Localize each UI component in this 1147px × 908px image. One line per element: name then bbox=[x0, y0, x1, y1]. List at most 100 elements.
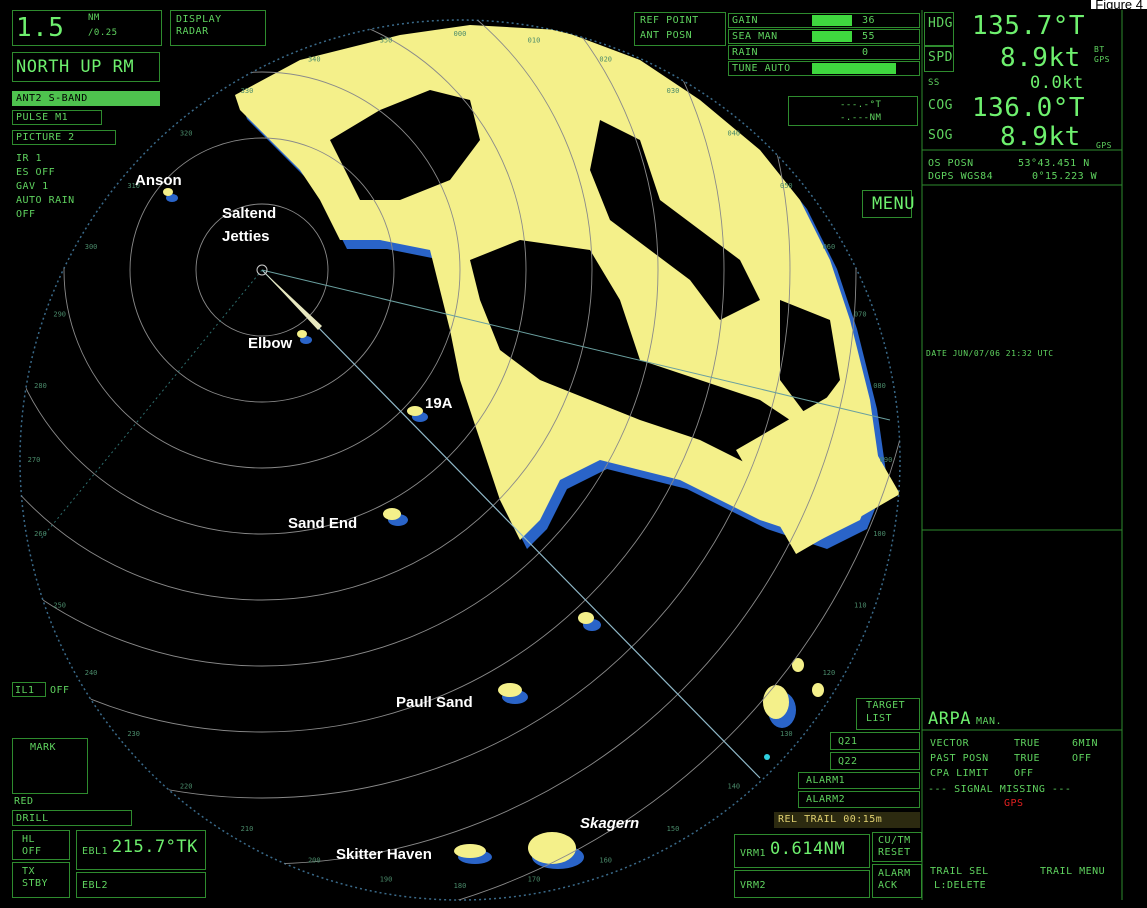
hl-box[interactable] bbox=[12, 830, 70, 860]
tx-state: STBY bbox=[22, 878, 49, 889]
range-ring bbox=[20, 20, 527, 535]
vrm1: VRM1 bbox=[740, 848, 767, 859]
bearing-label: 180 bbox=[454, 882, 467, 890]
vrm1-value: 0.614NM bbox=[770, 839, 846, 859]
alarm2-box[interactable] bbox=[798, 791, 920, 808]
bearing-label: 210 bbox=[241, 825, 254, 833]
tx-box[interactable] bbox=[12, 862, 70, 898]
ref-point: ANT POSN bbox=[640, 30, 693, 41]
menu[interactable]: MENU bbox=[872, 194, 915, 214]
target-list: TARGET bbox=[866, 700, 906, 711]
bearing-label: 190 bbox=[380, 876, 393, 884]
annotation: Elbow bbox=[248, 335, 293, 352]
own-ship bbox=[256, 264, 268, 276]
hdg-label: HDG bbox=[928, 16, 953, 31]
alarm2: ALARM2 bbox=[806, 794, 846, 805]
il-box[interactable] bbox=[12, 682, 46, 697]
rel-trail[interactable]: REL TRAIL 00:15m bbox=[774, 812, 920, 828]
alarm-ack-box[interactable] bbox=[872, 864, 922, 898]
vrm1-box[interactable] bbox=[734, 834, 870, 868]
display-mode: RADAR bbox=[176, 26, 209, 37]
bearing-label: 340 bbox=[308, 56, 321, 64]
longitude: 0°15.223 W bbox=[1032, 171, 1098, 182]
ebl2: EBL2 bbox=[82, 880, 109, 891]
bearing-label: 160 bbox=[599, 856, 612, 864]
picture-box[interactable] bbox=[12, 130, 116, 145]
bearing-label: 320 bbox=[180, 130, 193, 138]
water bbox=[470, 240, 800, 470]
targets bbox=[163, 188, 824, 864]
date: DATE JUN/07/06 21:32 UTC bbox=[926, 349, 1054, 358]
trail-sel[interactable]: L:DELETE bbox=[934, 880, 987, 891]
annotation: Saltend bbox=[222, 205, 277, 222]
control-box[interactable] bbox=[728, 45, 920, 60]
target-list-box[interactable] bbox=[856, 698, 920, 730]
orientation-box[interactable] bbox=[12, 52, 160, 82]
q22-box[interactable] bbox=[830, 752, 920, 770]
panel-lines bbox=[921, 10, 1123, 900]
ebl1-box[interactable] bbox=[76, 830, 206, 870]
ref-point-box[interactable] bbox=[634, 12, 726, 46]
annotation: Paull Sand bbox=[396, 694, 473, 711]
annotation: Skagern bbox=[580, 815, 640, 832]
bearing-label: 040 bbox=[727, 130, 740, 138]
vector bbox=[262, 270, 322, 330]
control-bar bbox=[812, 15, 852, 26]
arpa-setting: PAST POSN bbox=[930, 753, 989, 764]
mark-box[interactable] bbox=[12, 738, 88, 794]
bearing-label: 260 bbox=[34, 530, 47, 538]
bearing-label: 270 bbox=[28, 456, 41, 464]
range-ring bbox=[20, 20, 659, 667]
range-unit: NM bbox=[88, 13, 100, 23]
figure-label: Figure 4 bbox=[1091, 0, 1147, 9]
trail-sel[interactable]: TRAIL SEL bbox=[930, 866, 989, 877]
drill-box[interactable] bbox=[12, 810, 132, 826]
menu-box[interactable] bbox=[862, 190, 912, 218]
control-value: 36 bbox=[862, 15, 876, 26]
bearing-label: 230 bbox=[127, 730, 140, 738]
cutm: CU/TM bbox=[878, 835, 911, 846]
lines bbox=[39, 264, 891, 779]
ebl2-box[interactable] bbox=[76, 872, 206, 898]
arpa: ARPA bbox=[928, 709, 971, 729]
hl-state: OFF bbox=[22, 846, 42, 857]
hdg-box bbox=[924, 12, 954, 46]
bearing-label: 220 bbox=[180, 782, 193, 790]
bearing-label: 100 bbox=[873, 530, 886, 538]
annotation: Skitter Haven bbox=[336, 846, 432, 863]
bearing-label: 310 bbox=[127, 182, 140, 190]
pulse-box[interactable] bbox=[12, 110, 102, 125]
range-ring bbox=[129, 137, 395, 403]
os-posn-label: OS POSN bbox=[928, 158, 974, 169]
control-bar bbox=[812, 31, 852, 42]
range-box[interactable] bbox=[12, 10, 162, 46]
hdg: 135.7°T bbox=[972, 11, 1086, 41]
bearing-label: 250 bbox=[53, 602, 66, 610]
echoes bbox=[163, 25, 900, 869]
bearing-label: 240 bbox=[85, 669, 98, 677]
bearing-label: 030 bbox=[667, 87, 680, 95]
display-box[interactable] bbox=[170, 10, 266, 46]
cursor-box bbox=[788, 96, 918, 126]
vrm2-box[interactable] bbox=[734, 870, 870, 898]
cutm-box[interactable] bbox=[872, 832, 922, 862]
q21-box[interactable] bbox=[830, 732, 920, 750]
bearing-label: 280 bbox=[34, 382, 47, 390]
control-box[interactable] bbox=[728, 61, 920, 76]
control-label: SEA MAN bbox=[732, 31, 778, 42]
mark-color: RED bbox=[14, 796, 34, 807]
antenna[interactable]: ANT2 S-BAND bbox=[12, 91, 160, 106]
bearing-label: 130 bbox=[780, 730, 793, 738]
alarm1-box[interactable] bbox=[798, 772, 920, 789]
water bbox=[780, 300, 840, 420]
trail-menu[interactable]: TRAIL MENU bbox=[1040, 866, 1106, 877]
signal-source: GPS bbox=[1004, 798, 1024, 809]
drill: DRILL bbox=[16, 813, 49, 824]
il-state: OFF bbox=[50, 685, 70, 696]
bearing-label: 200 bbox=[308, 856, 321, 864]
control-box[interactable] bbox=[728, 13, 920, 28]
arpa-setting: TRUE bbox=[1014, 753, 1041, 764]
bearing-label: 170 bbox=[528, 876, 541, 884]
control-label: GAIN bbox=[732, 15, 759, 26]
control-box[interactable] bbox=[728, 29, 920, 44]
